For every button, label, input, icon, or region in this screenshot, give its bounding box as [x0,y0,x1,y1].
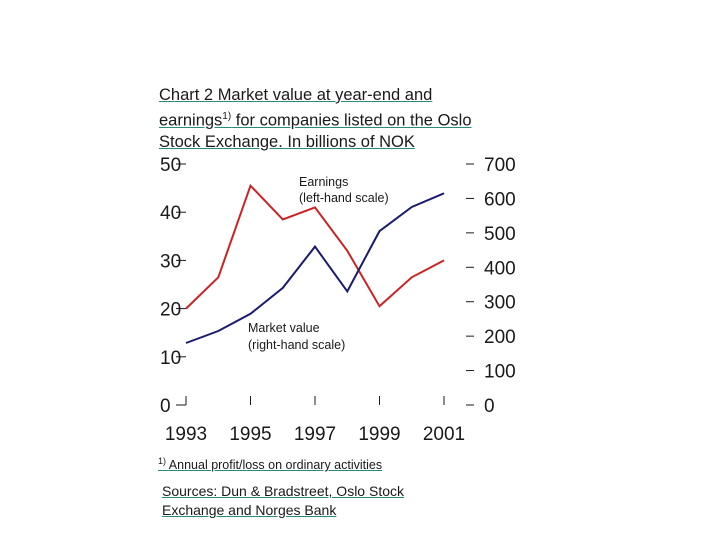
footnote-mark: 1) [158,456,167,466]
chart-title-rest: for companies listed on the Oslo [231,111,472,130]
y-left-tick-label: 0 [160,396,171,417]
chart-axes [176,163,474,406]
chart-title-line-3: Stock Exchange. In billions of NOK [159,132,415,151]
sources-line-2: Exchange and Norges Bank [162,502,337,518]
earnings-annotation-line-1: Earnings [299,175,348,189]
x-tick-label: 1993 [165,424,207,445]
y-right-tick-label: 300 [484,293,516,314]
y-left-tick-label: 40 [160,203,181,224]
x-tick-label: 1999 [358,424,400,445]
earnings-annotation-line-2: (left-hand scale) [299,191,389,205]
y-right-tick-label: 0 [484,396,495,417]
y-left-tick-label: 50 [160,155,181,176]
x-tick-label: 1997 [294,424,336,445]
y-right-tick-label: 200 [484,327,516,348]
chart-title-footnote-mark: 1) [222,111,232,122]
footnote-text: Annual profit/loss on ordinary activitie… [166,458,383,473]
y-right-tick-label: 700 [484,155,516,176]
sources: Sources: Dun & Bradstreet, Oslo Stock Ex… [162,482,462,520]
y-left-tick-label: 20 [160,300,181,321]
x-tick-label: 1995 [229,424,271,445]
y-right-tick-label: 400 [484,258,516,279]
y-left-tick-label: 10 [160,348,181,369]
chart-title-line-2: earnings1) for companies listed on the O… [159,106,539,132]
series-lines [185,183,445,344]
footnote: 1) Annual profit/loss on ordinary activi… [158,456,382,472]
y-left-tick-label: 30 [160,251,181,272]
market-annotation-line-1: Market value [248,321,320,335]
market-annotation-line-2: (right-hand scale) [248,338,345,352]
chart-title: Chart 2 Market value at year-end and ear… [159,85,539,153]
sources-line-1: Sources: Dun & Bradstreet, Oslo Stock [162,483,404,499]
y-right-tick-label: 100 [484,362,516,383]
chart-title-line-1: Chart 2 Market value at year-end and [159,86,433,104]
chart-title-earnings: earnings [159,111,223,130]
series-annotations: Earnings (left-hand scale) Market value … [248,175,389,352]
x-tick-label: 2001 [423,424,465,445]
y-right-tick-label: 600 [484,189,516,210]
y-right-tick-label: 500 [484,224,516,245]
